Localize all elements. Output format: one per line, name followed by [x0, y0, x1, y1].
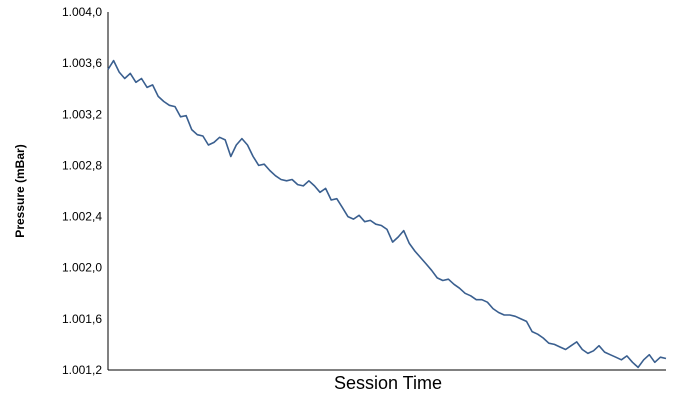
y-tick-label: 1.004,0 [62, 5, 102, 19]
y-tick-label: 1.003,6 [62, 56, 102, 70]
y-tick-label: 1.001,6 [62, 312, 102, 326]
y-tick-label: 1.003,2 [62, 107, 102, 121]
y-axis-ticks: 1.001,2 1.001,6 1.002,0 1.002,4 1.002,8 1.003… [62, 5, 102, 377]
y-tick-label: 1.002,4 [62, 210, 102, 224]
y-axis-title: Pressure (mBar) [13, 144, 27, 237]
pressure-series-line [107, 59, 667, 369]
y-tick-label: 1.002,0 [62, 261, 102, 275]
y-tick-label: 1.001,2 [62, 363, 102, 377]
y-tick-label: 1.002,8 [62, 158, 102, 172]
x-axis-title: Session Time [334, 373, 442, 393]
